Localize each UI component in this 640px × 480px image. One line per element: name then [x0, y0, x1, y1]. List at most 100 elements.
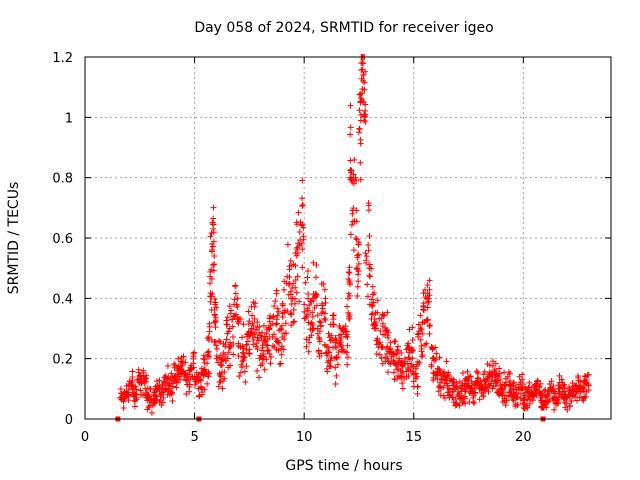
data-point	[179, 360, 186, 367]
data-point	[423, 340, 430, 347]
data-point	[526, 379, 533, 386]
data-point	[231, 301, 238, 308]
data-point	[357, 159, 364, 166]
data-point	[560, 382, 567, 389]
data-point	[433, 350, 440, 357]
data-point	[432, 370, 439, 377]
data-point	[385, 369, 392, 376]
data-point	[316, 318, 323, 325]
data-point	[417, 312, 424, 319]
data-point	[180, 353, 187, 360]
data-point	[242, 378, 249, 385]
data-point	[271, 303, 278, 310]
data-point	[130, 384, 137, 391]
data-point	[135, 366, 142, 373]
data-point	[480, 393, 487, 400]
data-point	[168, 389, 175, 396]
data-point	[209, 241, 216, 248]
data-point	[498, 390, 505, 397]
data-point	[496, 365, 503, 372]
data-point	[196, 392, 203, 399]
data-point	[148, 409, 155, 416]
data-point	[284, 273, 291, 280]
data-point	[418, 346, 425, 353]
data-point	[404, 360, 411, 367]
data-point	[380, 331, 387, 338]
data-point	[204, 372, 211, 379]
data-point	[512, 403, 519, 410]
data-point	[251, 331, 258, 338]
data-point	[350, 171, 357, 178]
data-point	[165, 388, 172, 395]
data-point	[430, 377, 437, 384]
data-point	[153, 378, 160, 385]
data-point	[529, 397, 536, 404]
data-point	[213, 355, 220, 362]
data-point	[353, 265, 360, 272]
data-point	[295, 240, 302, 247]
data-point	[263, 341, 270, 348]
data-point	[146, 402, 153, 409]
data-point	[355, 129, 362, 136]
data-point	[364, 281, 371, 288]
data-point	[343, 349, 350, 356]
data-point	[288, 295, 295, 302]
data-point	[424, 316, 431, 323]
data-point	[312, 294, 319, 301]
data-point	[299, 195, 306, 202]
data-point	[256, 355, 263, 362]
data-point	[310, 259, 317, 266]
data-point	[210, 219, 217, 226]
data-point	[259, 344, 266, 351]
data-point	[240, 345, 247, 352]
data-point	[177, 376, 184, 383]
data-point	[158, 402, 165, 409]
data-point	[217, 373, 224, 380]
data-point	[511, 391, 518, 398]
data-point	[343, 331, 350, 338]
data-point	[212, 299, 219, 306]
data-point	[182, 359, 189, 366]
data-point	[355, 239, 362, 246]
data-point	[393, 351, 400, 358]
data-point	[384, 309, 391, 316]
data-point	[300, 233, 307, 240]
data-point	[240, 321, 247, 328]
x-tick-label: 5	[190, 430, 198, 445]
data-point	[287, 288, 294, 295]
data-point	[303, 343, 310, 350]
data-point	[120, 404, 127, 411]
data-point	[509, 382, 516, 389]
data-point	[230, 351, 237, 358]
data-point	[446, 392, 453, 399]
data-point	[376, 351, 383, 358]
data-point	[287, 309, 294, 316]
data-point	[480, 376, 487, 383]
data-point	[215, 337, 222, 344]
data-point	[584, 371, 591, 378]
x-tick-label: 10	[296, 430, 313, 445]
data-point	[454, 391, 461, 398]
data-point	[258, 329, 265, 336]
data-point	[272, 298, 279, 305]
data-point	[299, 203, 306, 210]
data-point	[373, 350, 380, 357]
data-point	[496, 370, 503, 377]
data-point	[426, 277, 433, 284]
data-point	[462, 400, 469, 407]
data-point	[301, 301, 308, 308]
data-point	[399, 380, 406, 387]
data-point	[200, 367, 207, 374]
data-point	[420, 306, 427, 313]
data-point	[424, 304, 431, 311]
data-point	[221, 375, 228, 382]
data-point	[563, 400, 570, 407]
data-point	[347, 102, 354, 109]
data-point	[226, 325, 233, 332]
data-point	[387, 339, 394, 346]
data-point	[361, 117, 368, 124]
data-point	[534, 377, 541, 384]
data-point	[338, 334, 345, 341]
data-point	[134, 376, 141, 383]
data-point	[366, 272, 373, 279]
